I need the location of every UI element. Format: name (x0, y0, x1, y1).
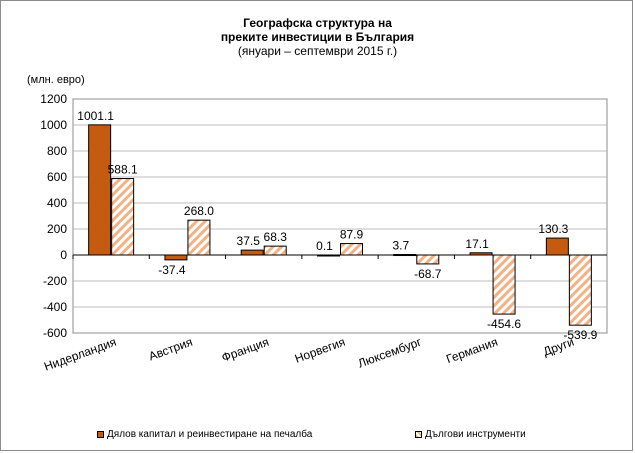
data-label-equity: 17.1 (465, 237, 489, 251)
chart-title-line-2: преките инвестиции в България (220, 30, 415, 44)
x-tick-label: Други (541, 335, 576, 359)
y-tick-label: -400 (43, 300, 67, 314)
bar-debt (340, 243, 363, 256)
data-label-equity: 1001.1 (77, 109, 114, 123)
legend-swatch-debt (415, 431, 422, 438)
bar-debt (492, 254, 516, 315)
bar-equity (164, 254, 188, 261)
chart-title-line-1: Географска структура на (243, 16, 392, 30)
y-tick-label: 1200 (40, 92, 67, 106)
x-tick-label: Австрия (147, 335, 195, 364)
y-tick-label: 600 (47, 170, 67, 184)
legend-label-equity: Дялов капитал и реинвестиране на печалба (107, 429, 313, 440)
legend-swatch-equity (97, 431, 104, 438)
chart-subtitle: (януари – септември 2015 г.) (237, 44, 398, 58)
data-label-equity: 130.3 (538, 222, 568, 236)
data-label-debt: 68.3 (264, 230, 288, 244)
y-tick-label: 800 (47, 144, 67, 158)
bar-debt (568, 254, 592, 326)
y-tick-label: 200 (47, 222, 67, 236)
bar-debt (416, 254, 440, 265)
data-label-debt: 87.9 (340, 228, 364, 242)
x-tick-label: Франция (220, 335, 271, 365)
y-axis-units-label: (млн. евро) (27, 74, 85, 86)
y-tick-label: 400 (47, 196, 67, 210)
y-tick-label: -200 (43, 274, 67, 288)
data-label-debt: -539.9 (563, 328, 597, 342)
x-tick-label: Нидерландия (42, 335, 118, 374)
legend-label-debt: Дългови инструменти (425, 429, 526, 440)
bar-debt (187, 219, 211, 256)
y-tick-label: 0 (60, 248, 67, 262)
x-tick-label: Норвегия (293, 335, 347, 366)
plot-area (72, 98, 608, 334)
legend-item-debt: Дългови инструменти (415, 429, 526, 440)
y-tick-label: -600 (43, 326, 67, 340)
data-label-debt: -68.7 (414, 267, 442, 281)
data-label-equity: 3.7 (392, 239, 409, 253)
bar-debt (111, 178, 135, 256)
bar-equity (545, 237, 569, 256)
bar-equity (240, 249, 264, 256)
y-tick-label: 1000 (40, 118, 67, 132)
x-tick-label: Германия (444, 335, 499, 367)
x-tick-label: Люксембург (356, 334, 424, 370)
data-label-equity: -37.4 (158, 263, 186, 277)
data-label-debt: 588.1 (108, 163, 138, 177)
bar-debt (263, 245, 287, 256)
data-label-equity: 37.5 (237, 234, 261, 248)
data-label-debt: 268.0 (184, 204, 214, 218)
data-label-debt: -454.6 (487, 317, 521, 331)
legend: Дялов капитал и реинвестиране на печалба… (75, 425, 595, 447)
legend-item-equity: Дялов капитал и реинвестиране на печалба (97, 429, 312, 440)
bar-equity (88, 124, 112, 256)
data-label-equity: 0.1 (316, 239, 333, 253)
